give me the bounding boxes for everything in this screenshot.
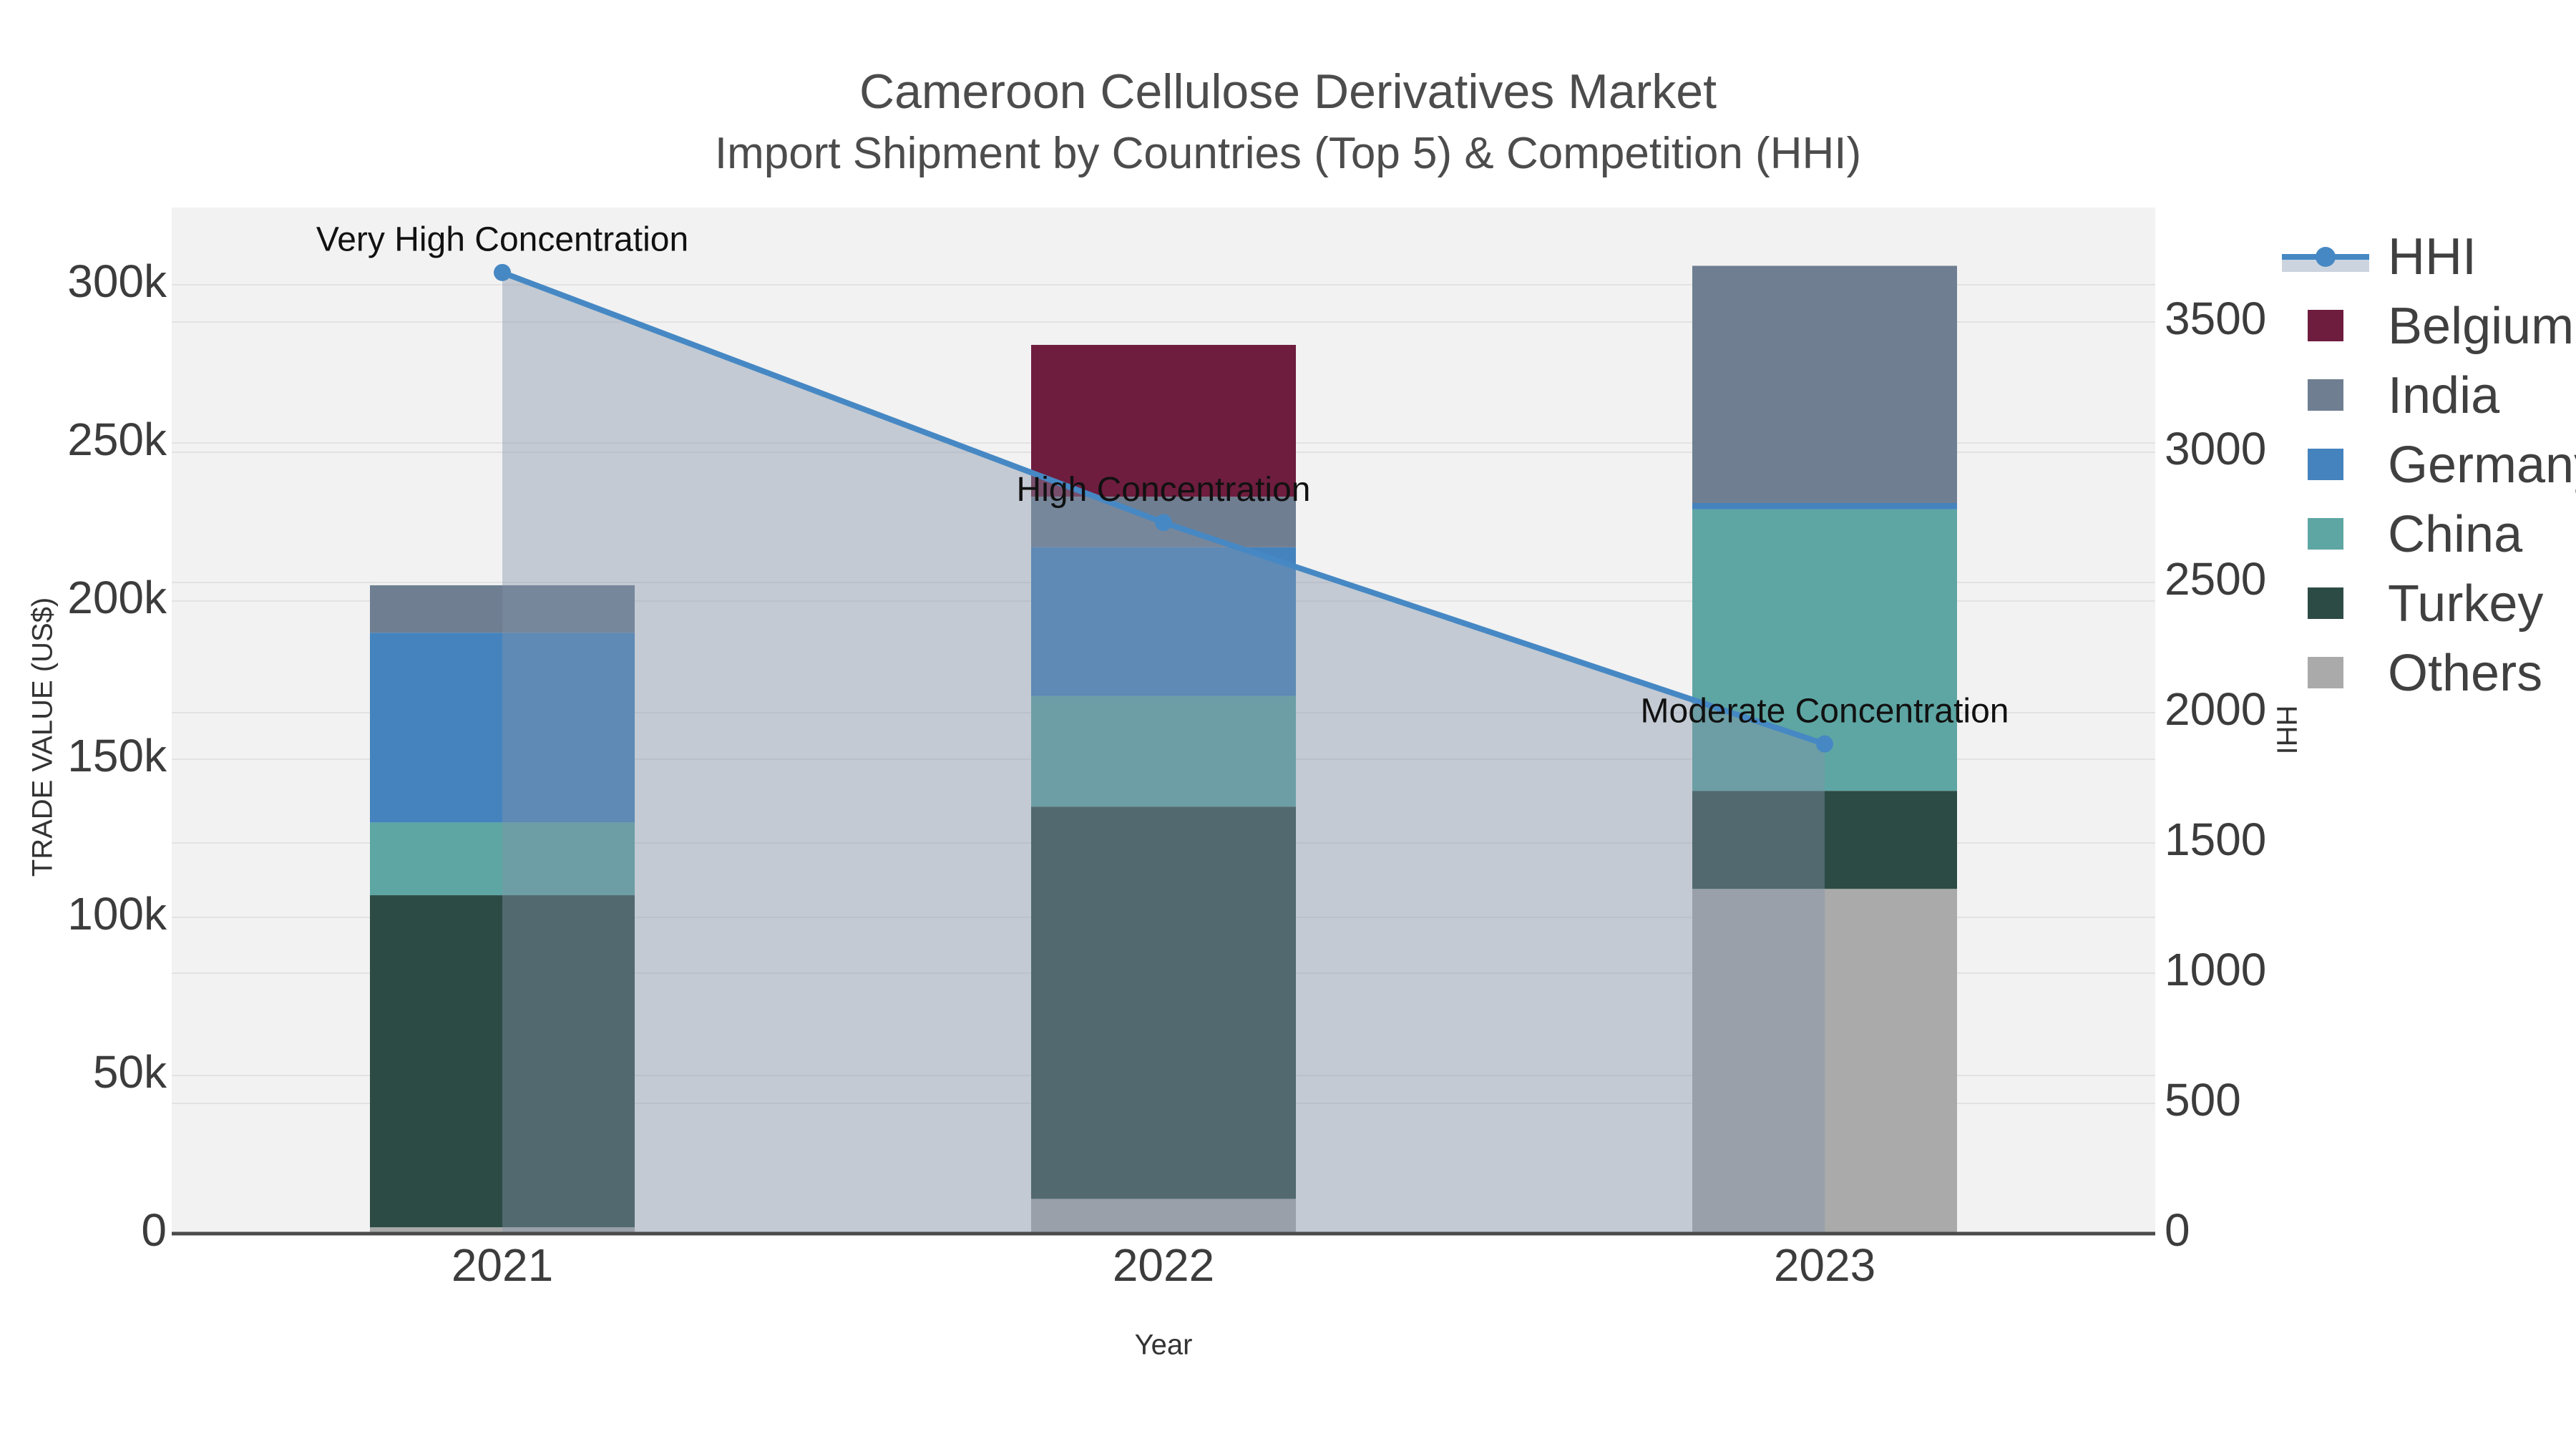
legend-item-hhi[interactable]: HHI bbox=[2282, 222, 2576, 291]
hhi-marker-2023[interactable] bbox=[1816, 735, 1833, 753]
annotation-2023: Moderate Concentration bbox=[1641, 692, 2009, 730]
legend-item-label: China bbox=[2388, 505, 2523, 563]
legend-swatch-icon bbox=[2282, 638, 2369, 708]
legend-swatch-icon bbox=[2282, 430, 2369, 499]
hhi-line-icon bbox=[2282, 222, 2369, 291]
color-swatch-turkey bbox=[2308, 587, 2343, 619]
y-axis-tick-label: 200k bbox=[67, 572, 167, 623]
y-axis-tick-label: 300k bbox=[67, 255, 167, 307]
bar-segment-india-2021[interactable] bbox=[370, 585, 635, 633]
y2-axis-tick-label: 1000 bbox=[2165, 944, 2266, 995]
legend-item-china[interactable]: China bbox=[2282, 499, 2576, 569]
legend-item-germany[interactable]: Germany bbox=[2282, 430, 2576, 499]
legend-item-label: Germany bbox=[2388, 436, 2576, 494]
y-axis-title: TRADE VALUE (US$) bbox=[27, 597, 59, 877]
chart-legend: HHI Belgium India Germany China Turkey Others bbox=[2282, 222, 2576, 708]
y2-axis-tick-label: 3500 bbox=[2165, 293, 2266, 344]
y2-axis-title: HHI bbox=[2270, 706, 2302, 755]
y2-axis-tick-label: 0 bbox=[2165, 1204, 2190, 1256]
color-swatch-others bbox=[2308, 657, 2343, 688]
annotation-2021: Very High Concentration bbox=[316, 221, 688, 259]
legend-item-label: HHI bbox=[2388, 228, 2477, 286]
y2-axis-tick-label: 500 bbox=[2165, 1074, 2241, 1126]
bar-segment-belgium-2022[interactable] bbox=[1031, 344, 1296, 497]
x-axis-tick-label-2022: 2022 bbox=[1113, 1239, 1214, 1291]
y-axis-tick-label: 0 bbox=[141, 1204, 167, 1256]
y2-axis-tick-label: 3000 bbox=[2165, 423, 2266, 474]
legend-item-belgium[interactable]: Belgium bbox=[2282, 291, 2576, 361]
y-axis-tick-label: 250k bbox=[67, 414, 167, 465]
legend-swatch-icon bbox=[2282, 569, 2369, 638]
bar-segment-others-2023[interactable] bbox=[1692, 889, 1957, 1234]
y-axis-tick-label: 100k bbox=[67, 888, 167, 940]
y-axis-tick-label: 150k bbox=[67, 730, 167, 781]
legend-item-label: Belgium bbox=[2388, 297, 2575, 355]
y2-axis-tick-label: 2000 bbox=[2165, 683, 2266, 735]
color-swatch-belgium bbox=[2308, 310, 2343, 341]
x-axis-tick-label-2023: 2023 bbox=[1774, 1239, 1875, 1291]
bar-segment-turkey-2022[interactable] bbox=[1031, 806, 1296, 1199]
chart-subtitle: Import Shipment by Countries (Top 5) & C… bbox=[714, 129, 1862, 178]
y2-axis-tick-label: 1500 bbox=[2165, 814, 2266, 865]
legend-item-india[interactable]: India bbox=[2282, 361, 2576, 430]
annotation-2022: High Concentration bbox=[1017, 471, 1311, 509]
bar-segment-others-2021[interactable] bbox=[370, 1227, 635, 1234]
bar-segment-turkey-2021[interactable] bbox=[370, 895, 635, 1228]
y-axis-tick-label: 50k bbox=[93, 1046, 167, 1098]
legend-item-others[interactable]: Others bbox=[2282, 638, 2576, 708]
hhi-area-fill bbox=[502, 272, 1825, 1234]
bar-segment-china-2021[interactable] bbox=[370, 822, 635, 896]
bar-segment-china-2022[interactable] bbox=[1031, 696, 1296, 807]
legend-swatch-icon bbox=[2282, 291, 2369, 361]
legend-swatch-icon bbox=[2282, 361, 2369, 430]
legend-item-label: Others bbox=[2388, 644, 2543, 702]
chart-title: Cameroon Cellulose Derivatives Market bbox=[859, 64, 1717, 119]
bar-segment-germany-2021[interactable] bbox=[370, 633, 635, 823]
color-swatch-china bbox=[2308, 518, 2343, 550]
hhi-marker-2022[interactable] bbox=[1155, 514, 1172, 532]
bar-segment-germany-2022[interactable] bbox=[1031, 547, 1296, 696]
legend-swatch-icon bbox=[2282, 499, 2369, 569]
x-axis-tick-label-2021: 2021 bbox=[452, 1239, 553, 1291]
x-axis-title: Year bbox=[1135, 1330, 1193, 1361]
bar-segment-turkey-2023[interactable] bbox=[1692, 791, 1957, 889]
bar-segment-germany-2023[interactable] bbox=[1692, 502, 1957, 509]
legend-item-turkey[interactable]: Turkey bbox=[2282, 569, 2576, 638]
bar-segment-india-2023[interactable] bbox=[1692, 265, 1957, 503]
legend-item-label: Turkey bbox=[2388, 575, 2544, 633]
color-swatch-india bbox=[2308, 379, 2343, 411]
y2-axis-tick-label: 2500 bbox=[2165, 553, 2266, 605]
color-swatch-germany bbox=[2308, 449, 2343, 480]
hhi-marker-2021[interactable] bbox=[494, 263, 511, 281]
hhi-dot-icon bbox=[2316, 247, 2336, 267]
bar-segment-others-2022[interactable] bbox=[1031, 1199, 1296, 1234]
legend-item-label: India bbox=[2388, 366, 2500, 424]
